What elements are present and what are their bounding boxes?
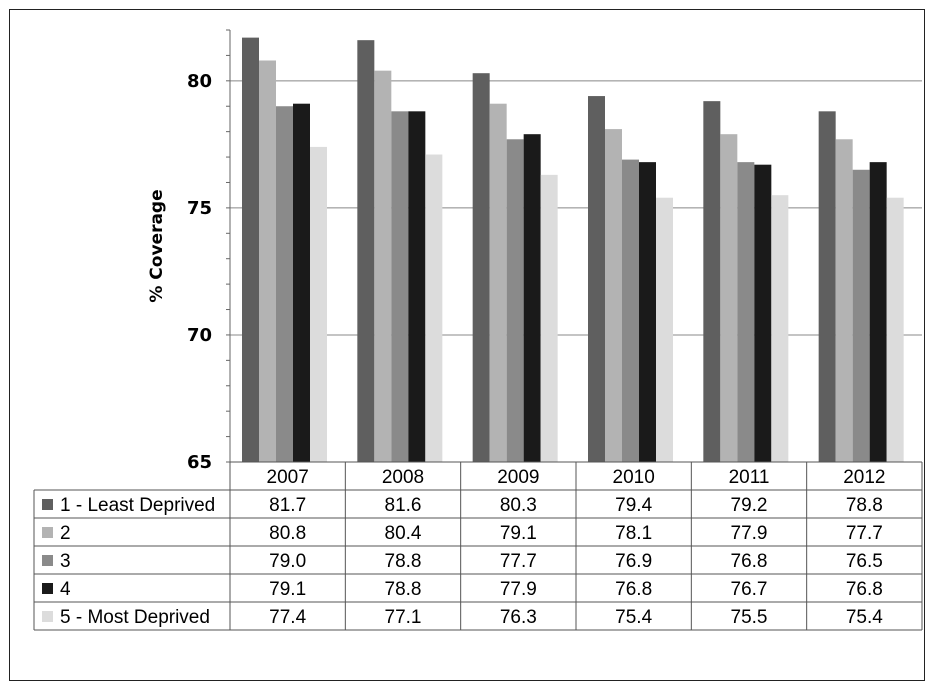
bar xyxy=(540,174,558,463)
bar xyxy=(310,146,327,463)
table-cell-value: 80.3 xyxy=(500,495,537,516)
y-tick-label: 65 xyxy=(187,452,212,473)
legend-swatch xyxy=(42,499,53,510)
bar xyxy=(869,162,887,462)
legend-swatch xyxy=(42,583,53,594)
category-label: 2007 xyxy=(267,467,309,488)
bar xyxy=(374,70,392,463)
bar xyxy=(754,164,772,462)
bar xyxy=(425,154,443,463)
bar xyxy=(472,73,490,462)
table-cell-value: 79.4 xyxy=(615,495,652,516)
bar xyxy=(703,101,721,462)
table-cell-value: 79.1 xyxy=(269,579,306,600)
table-cell-value: 81.7 xyxy=(269,495,306,516)
table-cell-value: 77.9 xyxy=(731,523,768,544)
y-tick-label: 70 xyxy=(187,325,212,346)
bar xyxy=(818,111,836,462)
table-cell-value: 79.2 xyxy=(731,495,768,516)
legend-swatch xyxy=(42,611,53,622)
bar xyxy=(737,162,755,462)
table-cell-value: 80.8 xyxy=(269,523,306,544)
category-label: 2010 xyxy=(613,467,655,488)
table-cell-value: 81.6 xyxy=(385,495,422,516)
bar xyxy=(605,129,622,462)
table-cell-value: 80.4 xyxy=(385,523,422,544)
series-label: 4 xyxy=(60,579,71,600)
y-tick-label: 75 xyxy=(187,198,212,219)
bar xyxy=(639,162,656,462)
bar xyxy=(391,111,409,462)
series-label: 5 - Most Deprived xyxy=(60,607,210,628)
bar xyxy=(622,159,639,462)
series-label: 1 - Least Deprived xyxy=(60,495,215,516)
legend-swatch xyxy=(42,527,53,538)
chart-frame xyxy=(9,9,925,681)
table-cell-value: 76.9 xyxy=(615,551,652,572)
bar xyxy=(293,103,310,462)
bar xyxy=(259,60,276,463)
category-label: 2011 xyxy=(729,467,770,488)
table-cell-value: 76.8 xyxy=(615,579,652,600)
table-cell-value: 79.1 xyxy=(500,523,537,544)
table-cell-value: 77.7 xyxy=(846,523,883,544)
bar xyxy=(506,139,524,463)
bar xyxy=(886,197,904,462)
table-cell-value: 77.4 xyxy=(269,607,306,628)
y-tick-label: 80 xyxy=(187,71,212,92)
bar xyxy=(835,139,853,463)
table-cell-value: 79.0 xyxy=(269,551,306,572)
table-cell-value: 76.7 xyxy=(731,579,768,600)
table-cell-value: 76.8 xyxy=(846,579,883,600)
bar xyxy=(720,134,738,462)
table-cell-value: 75.4 xyxy=(846,607,883,628)
table-cell-value: 78.8 xyxy=(385,579,422,600)
series-label: 2 xyxy=(60,523,71,544)
bar xyxy=(276,106,293,462)
table-cell-value: 76.3 xyxy=(500,607,537,628)
table-cell-value: 75.4 xyxy=(615,607,652,628)
bar xyxy=(489,103,507,462)
legend-swatch xyxy=(42,555,53,566)
table-cell-value: 78.8 xyxy=(385,551,422,572)
bar xyxy=(242,37,259,462)
table-cell-value: 75.5 xyxy=(731,607,768,628)
series-label: 3 xyxy=(60,551,71,572)
table-cell-value: 77.9 xyxy=(500,579,537,600)
bar xyxy=(656,197,673,462)
table-cell-value: 77.1 xyxy=(385,607,422,628)
table-cell-value: 78.1 xyxy=(615,523,652,544)
category-label: 2008 xyxy=(382,467,424,488)
table-cell-value: 78.8 xyxy=(846,495,883,516)
bar xyxy=(588,96,605,462)
category-label: 2012 xyxy=(843,467,885,488)
y-axis-label: % Coverage xyxy=(147,189,167,302)
bar xyxy=(523,134,541,462)
bar xyxy=(357,40,375,463)
bar xyxy=(771,195,789,463)
bar xyxy=(852,169,870,462)
table-cell-value: 77.7 xyxy=(500,551,537,572)
bar xyxy=(408,111,426,462)
category-label: 2009 xyxy=(497,467,539,488)
table-cell-value: 76.5 xyxy=(846,551,883,572)
table-cell-value: 76.8 xyxy=(731,551,768,572)
